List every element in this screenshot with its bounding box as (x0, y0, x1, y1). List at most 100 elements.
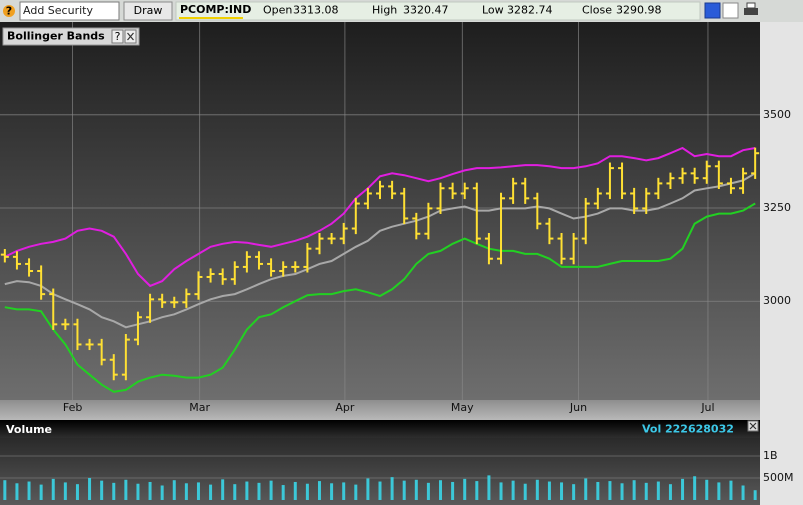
study-close[interactable] (124, 29, 137, 44)
quote-label: High (372, 4, 397, 17)
volume-bar (148, 481, 152, 500)
volume-close[interactable] (747, 420, 759, 432)
draw-button[interactable] (123, 1, 173, 21)
volume-bar (305, 483, 309, 500)
help-button[interactable] (3, 5, 15, 17)
printer-paper (746, 2, 756, 9)
price-layer (0, 22, 760, 400)
volume-bar (342, 482, 346, 500)
volume-bar (499, 482, 503, 500)
band-line (4, 146, 756, 288)
study-box (2, 27, 140, 46)
volume-bar (572, 484, 576, 500)
y-tick-label: 3500 (763, 108, 791, 121)
volume-bar (51, 478, 55, 500)
volume-bar (439, 480, 443, 500)
volume-bar (269, 480, 273, 500)
volume-bar (63, 482, 67, 500)
study-help[interactable] (111, 29, 124, 44)
volume-bar (741, 485, 745, 500)
volume-bar (402, 480, 406, 500)
volume-bar (293, 481, 297, 500)
print-button[interactable] (744, 2, 758, 15)
volume-bar (366, 478, 370, 500)
search-input[interactable] (19, 1, 120, 21)
quote-label: Low (482, 4, 504, 17)
x-tick-label: Mar (189, 401, 210, 414)
volume-bar (378, 481, 382, 500)
volume-bar (100, 480, 104, 500)
volume-title: Volume (6, 423, 52, 436)
volume-bar (136, 483, 140, 500)
quote-value: 3290.98 (616, 4, 662, 17)
volume-bar (717, 482, 721, 500)
volume-value: 222628032 (665, 423, 734, 436)
volume-header (0, 420, 760, 438)
volume-bar (656, 481, 660, 500)
search-placeholder: Add Security (23, 4, 93, 17)
volume-bar (644, 482, 648, 500)
y-tick-label: 500M (763, 471, 794, 484)
volume-bar (632, 480, 636, 500)
volume-bar (729, 480, 733, 500)
quote-value: 3320.47 (403, 4, 449, 17)
volume-bar (753, 490, 757, 500)
x-tick-label: Jun (569, 401, 587, 414)
volume-bar (681, 478, 685, 500)
volume-layer (0, 455, 760, 500)
volume-bar (3, 480, 7, 500)
volume-bar (475, 481, 479, 500)
price-axis (760, 22, 803, 420)
volume-bar (317, 481, 321, 500)
x-tick-label: May (451, 401, 474, 414)
date-axis (0, 400, 760, 420)
volume-bar (221, 479, 225, 500)
quote-bar (175, 1, 701, 21)
quote-value: 3313.08 (293, 4, 339, 17)
volume-bar (196, 482, 200, 500)
printer-body (744, 8, 758, 15)
volume-bar (608, 481, 612, 500)
view-button[interactable] (704, 2, 721, 19)
volume-bar (523, 483, 527, 500)
volume-bar (560, 482, 564, 500)
symbol: PCOMP:IND (180, 3, 251, 16)
volume-bar (451, 481, 455, 500)
symbol-underline (179, 17, 243, 19)
study-help-icon: ? (115, 30, 121, 43)
help-icon: ? (6, 5, 12, 18)
volume-bar (233, 484, 237, 500)
y-tick-label: 3250 (763, 201, 791, 214)
y-tick-label: 3000 (763, 294, 791, 307)
volume-bar (584, 478, 588, 500)
volume-bar (693, 476, 697, 500)
volume-caption: Vol (642, 423, 661, 436)
x-tick-label: Apr (335, 401, 355, 414)
volume-bar (112, 482, 116, 500)
volume-bar (390, 477, 394, 500)
volume-bar (245, 481, 249, 500)
quote-label: Close (582, 4, 612, 17)
volume-bar (596, 481, 600, 500)
volume-bar (414, 479, 418, 500)
volume-bar (668, 484, 672, 500)
volume-bar (705, 479, 709, 500)
volume-bar (172, 480, 176, 500)
volume-bar (487, 475, 491, 500)
volume-bar (27, 481, 31, 500)
volume-bar (184, 483, 188, 500)
x-tick-label: Jul (700, 401, 714, 414)
volume-bar (257, 482, 261, 500)
volume-bar (535, 479, 539, 500)
volume-bar (511, 480, 515, 500)
volume-bar (354, 484, 358, 500)
view-button[interactable] (722, 2, 739, 19)
volume-bar (209, 484, 213, 500)
volume-bar (426, 482, 430, 500)
study-title: Bollinger Bands (7, 30, 105, 43)
y-tick-label: 1B (763, 449, 778, 462)
close-icon (749, 422, 757, 430)
band-line (4, 172, 756, 329)
x-tick-label: Feb (63, 401, 82, 414)
